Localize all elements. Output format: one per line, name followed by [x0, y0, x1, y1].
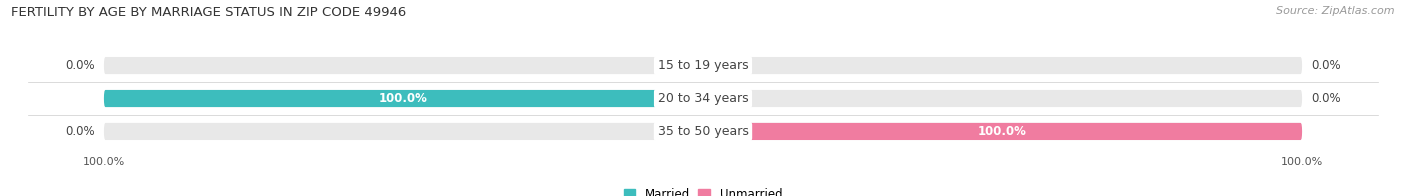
- FancyBboxPatch shape: [104, 123, 1302, 140]
- Text: 100.0%: 100.0%: [979, 125, 1026, 138]
- FancyBboxPatch shape: [666, 123, 703, 140]
- Text: 0.0%: 0.0%: [1310, 92, 1341, 105]
- Text: 0.0%: 0.0%: [65, 59, 96, 72]
- Text: Source: ZipAtlas.com: Source: ZipAtlas.com: [1277, 6, 1395, 16]
- Text: 100.0%: 100.0%: [380, 92, 427, 105]
- FancyBboxPatch shape: [104, 90, 703, 107]
- Text: 20 to 34 years: 20 to 34 years: [658, 92, 748, 105]
- Text: FERTILITY BY AGE BY MARRIAGE STATUS IN ZIP CODE 49946: FERTILITY BY AGE BY MARRIAGE STATUS IN Z…: [11, 6, 406, 19]
- Text: 15 to 19 years: 15 to 19 years: [658, 59, 748, 72]
- Text: 0.0%: 0.0%: [1310, 59, 1341, 72]
- Text: 35 to 50 years: 35 to 50 years: [658, 125, 748, 138]
- Legend: Married, Unmarried: Married, Unmarried: [619, 184, 787, 196]
- FancyBboxPatch shape: [666, 57, 703, 74]
- FancyBboxPatch shape: [104, 90, 1302, 107]
- FancyBboxPatch shape: [104, 57, 1302, 74]
- Text: 0.0%: 0.0%: [65, 125, 96, 138]
- FancyBboxPatch shape: [703, 90, 740, 107]
- FancyBboxPatch shape: [703, 123, 1302, 140]
- FancyBboxPatch shape: [703, 57, 740, 74]
